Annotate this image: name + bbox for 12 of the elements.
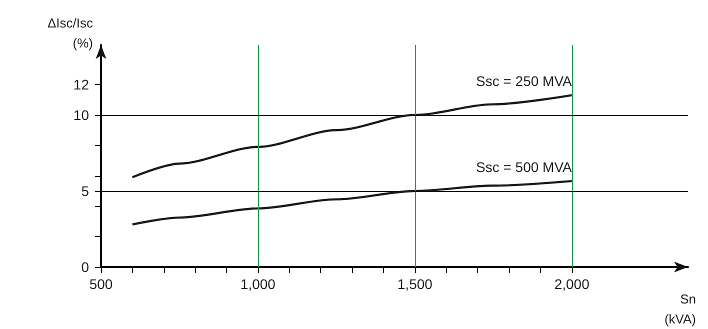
x-axis-title: Sn (kVA) — [664, 292, 696, 326]
y-tick-label: 12 — [73, 76, 90, 93]
x-tick-label: 500 — [89, 276, 113, 292]
series-label: Ssc = 500 MVA — [476, 159, 573, 176]
x-tick-label: 1,500 — [397, 276, 433, 292]
y-axis-title: ΔIsc/Isc (%) — [47, 16, 94, 50]
y-tick-label: 5 — [81, 182, 90, 199]
series-label: Ssc = 250 MVA — [476, 73, 573, 90]
x-tick-label: 2,000 — [554, 276, 590, 292]
y-tick-label: 0 — [81, 259, 90, 275]
y-tick-label: 10 — [73, 106, 90, 123]
x-tick-label: 1,000 — [240, 276, 276, 292]
